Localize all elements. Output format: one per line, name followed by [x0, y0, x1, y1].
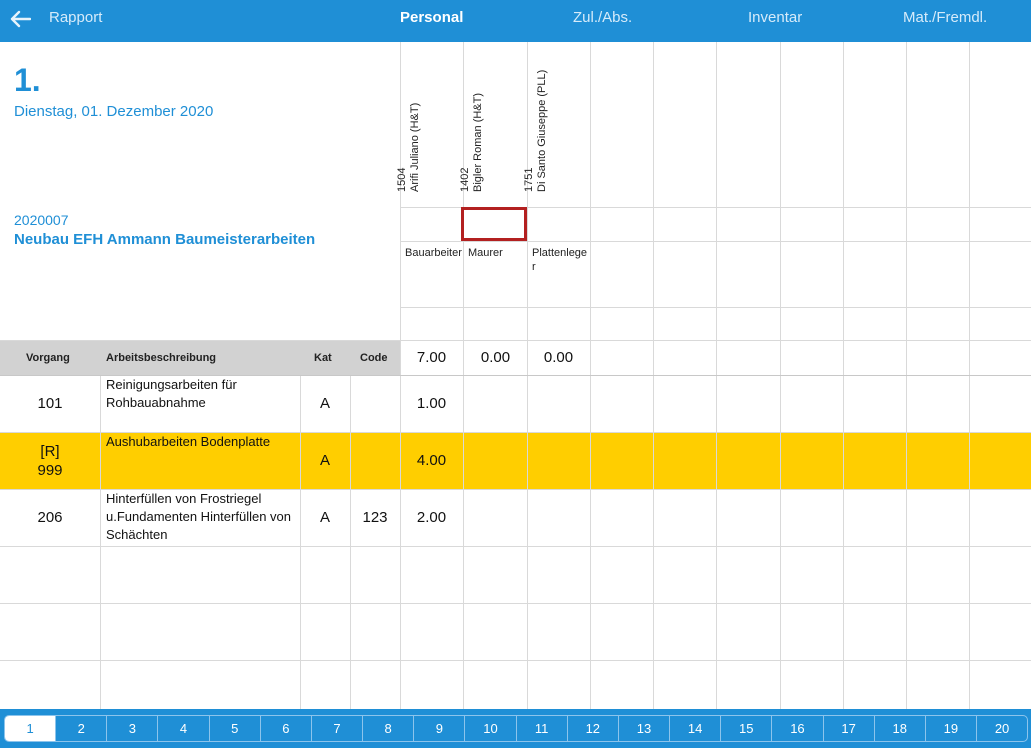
- grid-line: [0, 340, 1031, 341]
- grid-line: [0, 546, 1031, 547]
- employee-role: Bauarbeiter: [405, 247, 462, 259]
- tab-zul-abs[interactable]: Zul./Abs.: [573, 9, 633, 26]
- employee-header-1504[interactable]: 1504 Arifi Juliano (H&T): [396, 50, 463, 200]
- employee-id: 1751: [523, 167, 535, 192]
- column-header-kat: Kat: [314, 352, 332, 364]
- report-date: Dienstag, 01. Dezember 2020: [14, 103, 214, 120]
- row-hours[interactable]: 4.00: [416, 452, 447, 469]
- grid-line: [0, 375, 1031, 376]
- page-button-19[interactable]: 19: [926, 716, 977, 741]
- grid-line: [400, 241, 1031, 242]
- page-button-12[interactable]: 12: [568, 716, 619, 741]
- project-name: Neubau EFH Ammann Baumeisterarbeiten: [14, 231, 316, 248]
- page-button-7[interactable]: 7: [312, 716, 364, 741]
- page-button-14[interactable]: 14: [670, 716, 722, 741]
- page-button-1[interactable]: 1: [5, 716, 57, 741]
- grid-line: [0, 603, 1031, 604]
- page-button-13[interactable]: 13: [619, 716, 671, 741]
- tab-mat-fremdl[interactable]: Mat./Fremdl.: [903, 9, 988, 26]
- grid-line: [0, 489, 1031, 490]
- grid-line: [0, 660, 1031, 661]
- tab-inventar[interactable]: Inventar: [748, 9, 803, 26]
- page-button-8[interactable]: 8: [363, 716, 415, 741]
- employee-total-hours: 0.00: [480, 349, 511, 366]
- row-kat: A: [319, 395, 330, 412]
- row-hours[interactable]: 2.00: [416, 509, 447, 526]
- page-button-2[interactable]: 2: [56, 716, 108, 741]
- page-button-5[interactable]: 5: [210, 716, 261, 741]
- table-row-highlight: [0, 433, 1031, 489]
- column-header-code: Code: [360, 352, 388, 364]
- grid-line: [100, 375, 101, 709]
- page-button-10[interactable]: 10: [465, 716, 517, 741]
- employee-id: 1504: [396, 167, 408, 192]
- day-number: 1.: [14, 62, 41, 98]
- grid-line: [0, 432, 1031, 433]
- row-vorgang: 101: [37, 395, 63, 412]
- project-number: 2020007: [14, 212, 69, 228]
- grid-line: [400, 307, 1031, 308]
- employee-name: Bigler Roman (H&T): [472, 92, 484, 192]
- row-code: 123: [362, 509, 388, 526]
- row-hours[interactable]: 1.00: [416, 395, 447, 412]
- column-header-vorgang: Vorgang: [26, 352, 70, 364]
- row-kat: A: [319, 509, 330, 526]
- employee-header-1402[interactable]: 1402 Bigler Roman (H&T): [459, 50, 526, 200]
- tab-personal[interactable]: Personal: [400, 9, 464, 26]
- page-button-11[interactable]: 11: [517, 716, 568, 741]
- page-button-3[interactable]: 3: [107, 716, 159, 741]
- row-vorgang: 999: [37, 462, 63, 479]
- employee-header-1751[interactable]: 1751 Di Santo Giuseppe (PLL): [523, 50, 590, 200]
- page-button-9[interactable]: 9: [414, 716, 466, 741]
- row-description: Aushubarbeiten Bodenplatte: [106, 434, 271, 449]
- selected-cell[interactable]: [461, 207, 527, 241]
- page-button-17[interactable]: 17: [824, 716, 875, 741]
- page-button-4[interactable]: 4: [158, 716, 210, 741]
- top-nav-bar: Rapport Personal Zul./Abs. Inventar Mat.…: [0, 0, 1031, 42]
- page-button-20[interactable]: 20: [994, 721, 1010, 736]
- employee-name: Di Santo Giuseppe (PLL): [536, 69, 548, 192]
- employee-role: Plattenleger: [532, 247, 588, 273]
- page-button-18[interactable]: 18: [875, 716, 926, 741]
- employee-id: 1402: [459, 167, 471, 192]
- row-description: Reinigungsarbeiten für Rohbauabnahme: [106, 377, 237, 410]
- row-description: Hinterfüllen von Frostriegel u.Fundament…: [106, 491, 292, 542]
- back-arrow-icon[interactable]: [6, 5, 34, 33]
- row-vorgang-flag: [R]: [40, 443, 60, 460]
- page-button-6[interactable]: 6: [261, 716, 312, 741]
- employee-name: Arifi Juliano (H&T): [409, 102, 421, 192]
- column-header-arbeitsbeschreibung: Arbeitsbeschreibung: [106, 352, 217, 364]
- row-kat: A: [319, 452, 330, 469]
- page-button-15[interactable]: 15: [721, 716, 773, 741]
- employee-total-hours: 0.00: [543, 349, 574, 366]
- grid-line: [400, 207, 1031, 208]
- page-button-16[interactable]: 16: [772, 716, 824, 741]
- grid-line: [350, 375, 351, 709]
- page-selector: 1 2 3 4 5 6 7 8 9 10 11 12 13 14 15 16 17 18 19 20: [4, 715, 1028, 742]
- row-vorgang: 206: [37, 509, 63, 526]
- grid-line: [300, 375, 301, 709]
- table-header: [0, 341, 401, 375]
- employee-total-hours: 7.00: [416, 349, 447, 366]
- back-button[interactable]: Rapport: [49, 9, 103, 26]
- employee-role: Maurer: [468, 247, 503, 259]
